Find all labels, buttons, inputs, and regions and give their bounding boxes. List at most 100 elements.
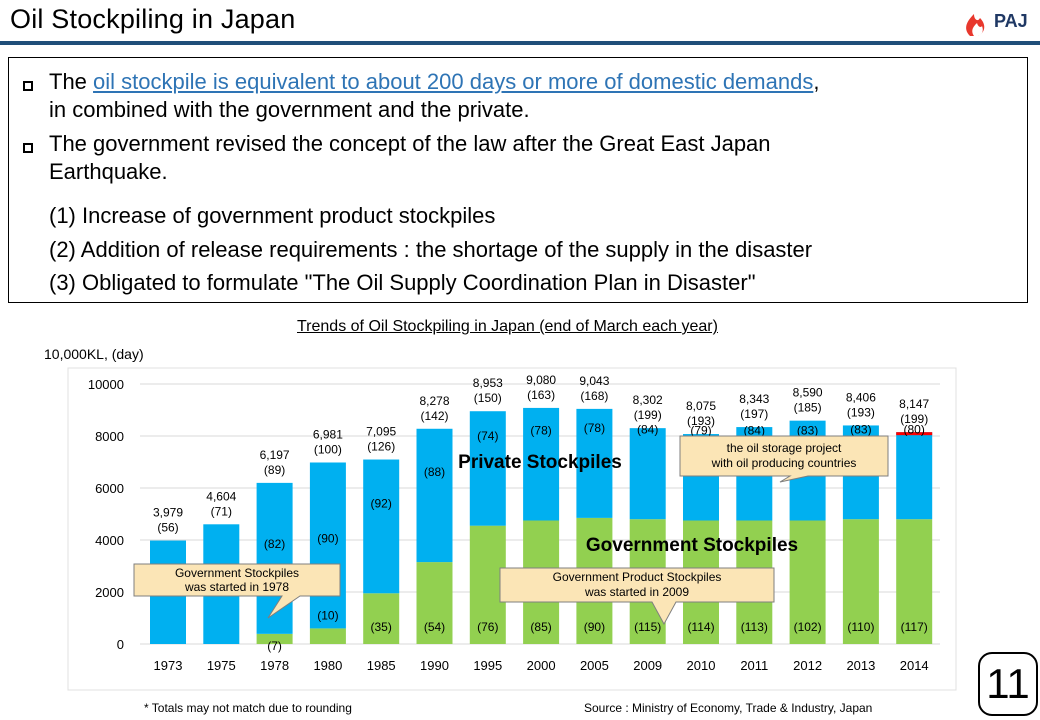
bullet-2-line2: Earthquake.: [49, 159, 168, 184]
y-tick-label: 8000: [95, 429, 124, 444]
summary-box: The oil stockpile is equivalent to about…: [8, 57, 1028, 303]
y-tick-label: 0: [117, 637, 124, 652]
government-days-label: (113): [741, 620, 768, 634]
private-days-label: (78): [530, 424, 551, 438]
total-value-label: 8,343: [739, 392, 769, 406]
total-days-label: (197): [740, 407, 768, 421]
x-tick-label: 1978: [260, 658, 289, 673]
header-rule: [0, 41, 1040, 45]
private-days-label: (84): [744, 424, 765, 438]
government-days-label: (114): [687, 620, 714, 634]
callout-product-line2: was started in 2009: [584, 585, 689, 599]
x-tick-label: 1975: [207, 658, 236, 673]
government-days-label: (7): [267, 639, 282, 653]
total-days-label: (150): [474, 391, 502, 405]
government-bar: [896, 519, 933, 644]
callout-storage-line2: with oil producing countries: [711, 456, 857, 470]
private-days-label: (90): [317, 532, 338, 546]
government-days-label: (10): [317, 608, 338, 622]
y-tick-labels: 0 2000 4000 6000 8000 10000: [88, 377, 124, 652]
private-days-label: (82): [264, 537, 285, 551]
flame-icon: [966, 14, 985, 36]
unit-label: 10,000KL, (day): [44, 346, 144, 362]
callout-storage: the oil storage project with oil produci…: [679, 435, 889, 483]
total-days-label: (56): [157, 521, 178, 535]
private-days-label: (84): [637, 422, 658, 436]
bullet-square-icon: [23, 143, 33, 153]
y-tick-label: 2000: [95, 585, 124, 600]
government-days-label: (90): [584, 620, 605, 634]
total-value-label: 3,979: [153, 506, 183, 520]
private-days-label: (78): [584, 421, 605, 435]
bullet-1-line2: in combined with the government and the …: [49, 97, 530, 122]
callout-gov-start: Government Stockpiles was started in 197…: [133, 563, 341, 619]
x-tick-label: 2009: [633, 658, 662, 673]
government-series-label: Government Stockpiles: [586, 535, 798, 556]
total-value-label: 8,075: [686, 399, 716, 413]
x-tick-label: 2010: [687, 658, 716, 673]
total-days-label: (185): [794, 401, 822, 415]
sub-item-3: (3) Obligated to formulate "The Oil Supp…: [49, 270, 756, 295]
total-value-label: 9,080: [526, 373, 556, 387]
government-bar: [416, 562, 453, 644]
bullet-1: The oil stockpile is equivalent to about…: [49, 68, 1009, 124]
y-tick-label: 4000: [95, 533, 124, 548]
callout-storage-line1: the oil storage project: [727, 441, 842, 455]
x-tick-label: 1985: [367, 658, 396, 673]
private-bar: [416, 428, 453, 563]
bullet-2-line1: The government revised the concept of th…: [49, 131, 771, 156]
total-days-label: (142): [420, 409, 448, 423]
private-days-label: (83): [850, 422, 871, 436]
page-number: 11: [986, 660, 1030, 707]
private-days-label: (74): [477, 429, 498, 443]
total-value-label: 6,981: [313, 427, 343, 441]
total-value-label: 8,590: [793, 386, 823, 400]
government-days-label: (110): [847, 620, 874, 634]
total-value-label: 4,604: [206, 489, 236, 503]
x-tick-label: 1990: [420, 658, 449, 673]
private-bar: [896, 432, 933, 520]
callout-product: Government Product Stockpiles was starte…: [499, 567, 775, 626]
government-bar: [309, 628, 346, 644]
private-bar: [523, 407, 560, 521]
callout-gov-start-line2: was started in 1978: [184, 580, 289, 594]
x-tick-label: 2013: [846, 658, 875, 673]
sub-item-2: (2) Addition of release requirements : t…: [49, 237, 813, 262]
private-series-label: Private Stockpiles: [458, 452, 622, 473]
government-days-label: (35): [371, 620, 392, 634]
storage-project-bar: [896, 432, 933, 436]
data-labels: 3,979(56)4,604(71)6,197(89)(82)(7)6,981(…: [153, 373, 930, 653]
total-value-label: 8,147: [899, 397, 929, 411]
callout-product-line1: Government Product Stockpiles: [553, 570, 722, 584]
private-days-label: (88): [424, 465, 445, 479]
total-value-label: 6,197: [260, 448, 290, 462]
private-bar: [629, 428, 666, 520]
x-tick-label: 2005: [580, 658, 609, 673]
bullet-1-prefix: The: [49, 69, 94, 94]
stockpile-chart: 0 2000 4000 6000 8000 10000 3,979(56) 4,604(71…: [67, 367, 957, 691]
bullet-1-suffix: ,: [813, 69, 820, 94]
total-days-label: (89): [264, 463, 285, 477]
government-days-label: (102): [794, 620, 822, 634]
x-tick-label: 2000: [527, 658, 556, 673]
bullet-2: The government revised the concept of th…: [49, 130, 1009, 186]
private-bar: [309, 462, 346, 629]
total-value-label: 7,095: [366, 425, 396, 439]
sub-item-1: (1) Increase of government product stock…: [49, 203, 496, 228]
total-days-label: (193): [847, 405, 875, 419]
total-value-label: 9,043: [579, 374, 609, 388]
private-days-label: (79): [690, 424, 711, 438]
source-note: Source : Ministry of Economy, Trade & In…: [584, 701, 873, 715]
stockpile-link[interactable]: oil stockpile is equivalent to about 200…: [93, 69, 814, 94]
total-value-label: 8,302: [633, 393, 663, 407]
total-days-label: (199): [900, 412, 928, 426]
page-title: Oil Stockpiling in Japan: [10, 4, 296, 34]
chart-title: Trends of Oil Stockpiling in Japan (end …: [297, 318, 718, 335]
private-bar: [576, 408, 613, 518]
private-days-label: (92): [371, 496, 392, 510]
paj-logo: PAJ: [960, 2, 1040, 42]
government-bar: [256, 633, 293, 644]
y-tick-label: 10000: [88, 377, 124, 392]
private-bar: [363, 459, 400, 594]
x-tick-label: 2014: [900, 658, 929, 673]
